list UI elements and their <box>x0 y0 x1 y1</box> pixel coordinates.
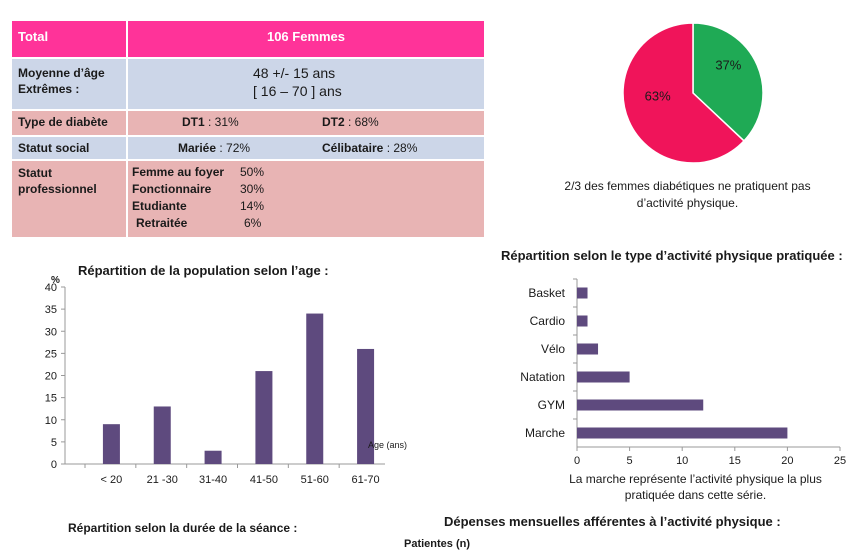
x-tick-label: 51-60 <box>301 474 329 486</box>
y-tick-label: 20 <box>45 371 57 383</box>
y-tick-label: 5 <box>51 437 57 449</box>
age-value-cell: 48 +/- 15 ans [ 16 – 70 ] ans <box>128 59 484 109</box>
diabetes-label: Type de diabète <box>12 111 126 135</box>
y-tick-label: 40 <box>45 282 57 294</box>
pie-caption: 2/3 des femmes diabétiques ne pratiquent… <box>564 179 811 210</box>
duration-title: Répartition selon la durée de la séance … <box>68 521 298 535</box>
y-tick-label: Marche <box>525 426 565 440</box>
x-tick-label: 25 <box>834 455 846 467</box>
age-label-extremes: Extrêmes : <box>18 82 80 96</box>
y-tick-label: 25 <box>45 348 57 360</box>
x-tick-label: 15 <box>729 455 741 467</box>
prof-item-value: 30% <box>240 182 265 196</box>
married-percent: : 72% <box>216 141 251 155</box>
dt1-value: DT1 : 31% <box>182 115 239 129</box>
x-tick-label: 20 <box>781 455 793 467</box>
bar <box>577 427 788 439</box>
bar <box>577 371 630 383</box>
y-tick-label: Vélo <box>541 342 565 356</box>
professional-label-1: Statut <box>18 166 52 180</box>
total-value-cell: 106 Femmes <box>128 21 484 57</box>
bar <box>306 313 324 464</box>
x-tick-label: 31-40 <box>199 474 227 486</box>
prof-item-value: 6% <box>244 216 262 230</box>
y-tick-label: 30 <box>45 326 57 338</box>
single-label: Célibataire <box>322 141 384 155</box>
prof-item-value: 50% <box>240 165 265 179</box>
dt1-label: DT1 <box>182 115 205 129</box>
pie-slice <box>622 22 746 164</box>
patients-label: Patientes (n) <box>404 538 471 550</box>
prof-item-label: Retraitée <box>136 216 188 230</box>
activity-chart: 0 5 10 15 20 25 Basket Cardio Vélo Natation GYM Mar… <box>520 278 846 467</box>
x-tick-label: 61-70 <box>352 474 380 486</box>
single-percent: : 28% <box>383 141 418 155</box>
age-label-mean: Moyenne d’âge <box>18 66 105 80</box>
pie-slice <box>692 22 764 142</box>
diabetes-value-cell: DT1 : 31% DT2 : 68% <box>128 111 484 135</box>
activity-caption: La marche représente l’activité physique… <box>569 472 822 502</box>
total-label: Total <box>12 21 126 57</box>
prof-item-label: Femme au foyer <box>132 165 225 179</box>
table-row-social: Statut social Mariée : 72% Célibataire :… <box>12 137 484 159</box>
professional-value-cell: Femme au foyer 50% Fonctionnaire 30% Etu… <box>128 161 484 237</box>
table-row-professional: Statut professionnel Femme au foyer 50% … <box>12 161 484 237</box>
professional-label-2: professionnel <box>18 182 97 196</box>
professional-label-cell: Statut professionnel <box>12 161 126 237</box>
age-range: [ 16 – 70 ] ans <box>253 83 342 99</box>
social-value-cell: Mariée : 72% Célibataire : 28% <box>128 137 484 159</box>
age-chart-title: Répartition de la population selon l’age… <box>78 263 329 278</box>
pie-label: 37% <box>715 58 741 73</box>
prof-item-value: 14% <box>240 199 265 213</box>
age-chart: 0 5 10 15 20 25 30 35 40% < 20 21 -30 31-40 41-50 51-… <box>45 275 407 486</box>
dt1-percent: : 31% <box>204 115 239 129</box>
married-label: Mariée <box>178 141 217 155</box>
pie-chart: 37% 63% <box>622 22 764 164</box>
table-row-total: Total 106 Femmes <box>12 21 484 57</box>
bar <box>357 348 375 464</box>
x-tick-label: 41-50 <box>250 474 278 486</box>
age-mean: 48 +/- 15 ans <box>253 65 336 81</box>
y-tick-label: 0 <box>51 459 57 471</box>
x-tick-label: 5 <box>627 455 633 467</box>
bar <box>204 450 222 464</box>
y-axis-label: % <box>51 275 60 286</box>
social-label: Statut social <box>12 137 126 159</box>
y-tick-label: Cardio <box>530 314 566 328</box>
y-tick-label: GYM <box>538 398 565 412</box>
y-tick-label: 15 <box>45 393 57 405</box>
x-tick-label: 0 <box>574 455 580 467</box>
bar <box>153 406 171 464</box>
y-tick-label: 35 <box>45 304 57 316</box>
expenses-title: Dépenses mensuelles afférentes à l’activ… <box>444 514 781 529</box>
x-tick-label: 21 -30 <box>147 474 178 486</box>
y-tick-label: Basket <box>528 286 565 300</box>
y-tick-label: Natation <box>520 370 565 384</box>
table-row-diabetes: Type de diabète DT1 : 31% DT2 : 68% <box>12 111 484 135</box>
x-tick-label: < 20 <box>101 474 123 486</box>
bar <box>255 371 273 464</box>
dt2-value: DT2 : 68% <box>322 115 379 129</box>
prof-item-label: Etudiante <box>132 199 187 213</box>
bar <box>577 315 588 327</box>
dt2-label: DT2 <box>322 115 345 129</box>
age-label-cell: Moyenne d’âge Extrêmes : <box>12 59 126 109</box>
x-axis-label: Age (ans) <box>368 440 407 450</box>
bar <box>577 287 588 299</box>
dt2-percent: : 68% <box>344 115 379 129</box>
total-value: 106 Femmes <box>266 29 346 44</box>
y-tick-label: 10 <box>45 415 57 427</box>
pie-label: 63% <box>645 88 671 103</box>
bar <box>577 399 704 411</box>
prof-item-label: Fonctionnaire <box>132 182 212 196</box>
activity-chart-title: Répartition selon le type d’activité phy… <box>501 248 843 263</box>
married-value: Mariée : 72% <box>178 141 250 155</box>
single-value: Célibataire : 28% <box>322 141 417 155</box>
bar <box>577 343 599 355</box>
bar <box>102 424 120 464</box>
x-tick-label: 10 <box>676 455 688 467</box>
table-row-age: Moyenne d’âge Extrêmes : 48 +/- 15 ans [… <box>12 59 484 109</box>
